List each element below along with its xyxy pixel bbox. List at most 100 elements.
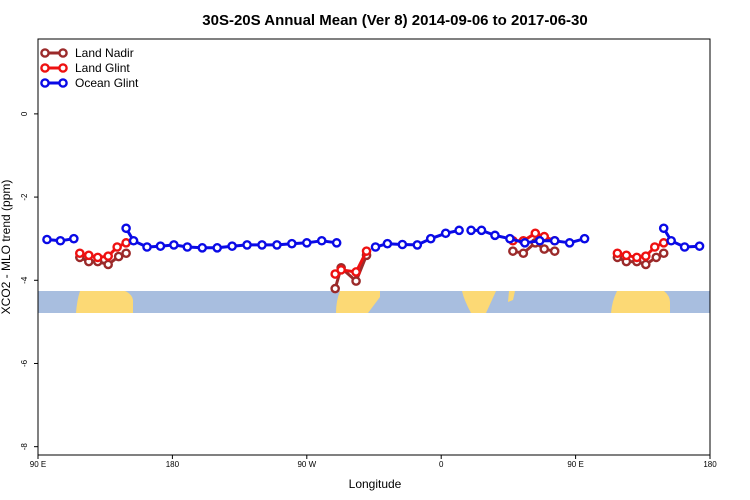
land-glint-point <box>121 238 131 248</box>
x-tick-label: 0 <box>439 460 444 469</box>
ocean-glint-point <box>155 241 166 251</box>
ocean-glint-point <box>182 242 193 252</box>
ocean-glint-point <box>382 238 393 249</box>
ocean-glint-point <box>476 225 487 236</box>
ocean-glint-point <box>397 239 408 250</box>
ocean-glint-point <box>490 230 500 241</box>
ocean-glint-point <box>142 242 152 252</box>
ocean-glint-point <box>549 235 560 246</box>
ocean-glint-point <box>227 241 237 251</box>
ocean-glint-point <box>466 225 476 236</box>
x-tick-label: 90 W <box>297 460 316 469</box>
ocean-glint-point <box>505 233 515 244</box>
ocean-glint-point <box>301 238 312 248</box>
ocean-glint-point <box>272 240 282 250</box>
africa-land <box>462 291 496 313</box>
y-tick-label: 0 <box>20 111 29 116</box>
ocean-glint-point <box>69 233 79 244</box>
ocean-glint-point <box>534 235 545 246</box>
land-nadir-point <box>549 246 560 256</box>
land-nadir-point <box>508 246 518 256</box>
land-nadir-point <box>651 252 662 263</box>
legend-label: Ocean Glint <box>75 76 139 90</box>
legend-swatch-marker <box>58 78 68 88</box>
land-nadir-point <box>113 251 124 262</box>
land-glint-point <box>361 246 372 256</box>
land-nadir-point <box>330 283 340 294</box>
ocean-glint-point <box>55 235 66 246</box>
ocean-glint-point <box>370 242 381 252</box>
legend-label: Land Glint <box>75 61 130 75</box>
land-glint-point <box>112 242 122 252</box>
ocean-glint-point <box>679 242 690 252</box>
y-axis-label: XCO2 - MLO trend (ppm) <box>0 180 13 315</box>
land-glint-point <box>75 248 85 259</box>
legend-swatch-marker <box>58 63 68 73</box>
plot-frame <box>37 38 711 456</box>
ocean-glint-point <box>42 234 52 245</box>
legend-swatch-marker <box>40 78 50 88</box>
y-tick-label: -6 <box>20 359 29 367</box>
legend-item-land-nadir: Land Nadir <box>40 46 134 60</box>
ocean-glint-point <box>579 233 590 244</box>
ocean-glint-point <box>287 238 297 249</box>
legend-swatch-marker <box>40 63 50 73</box>
ocean-glint-point <box>454 225 464 236</box>
land-glint-series <box>75 228 669 279</box>
legend-item-ocean-glint: Ocean Glint <box>40 76 139 90</box>
ocean-glint-point <box>694 241 705 251</box>
land-glint-point <box>658 238 669 248</box>
ocean-glint-line <box>124 227 337 250</box>
land-nadir-point <box>658 248 669 259</box>
land-glint-point <box>612 248 623 259</box>
ocean-glint-point <box>316 235 327 246</box>
land-glint-point <box>530 228 541 239</box>
land-nadir-point <box>121 248 131 259</box>
y-tick-label: -4 <box>20 276 29 284</box>
y-axis: 0 -2 -4 -6 -8 <box>20 111 38 450</box>
land-glint-point <box>632 252 642 263</box>
ocean-glint-point <box>169 240 179 250</box>
legend-swatch-marker <box>40 48 50 58</box>
x-axis-label: Longitude <box>349 477 402 491</box>
land-nadir-point <box>518 248 529 259</box>
ocean-glint-series <box>42 223 705 253</box>
x-tick-label: 180 <box>703 460 717 469</box>
x-tick-label: 90 E <box>567 460 583 469</box>
legend-item-land-glint: Land Glint <box>40 61 130 75</box>
legend-label: Land Nadir <box>75 46 134 60</box>
land-glint-point <box>351 267 361 277</box>
land-nadir-point <box>351 276 361 286</box>
y-tick-label: -8 <box>20 443 29 451</box>
ocean-glint-line <box>662 227 700 249</box>
chart-title: 30S-20S Annual Mean (Ver 8) 2014-09-06 t… <box>202 12 587 29</box>
land-nadir-point <box>640 259 651 270</box>
ocean-glint-point <box>212 243 222 253</box>
land-glint-point <box>649 242 660 252</box>
australia-land-right <box>611 291 670 313</box>
south-america-land <box>336 291 380 313</box>
series-layer <box>42 223 705 294</box>
land-nadir-point <box>103 259 113 270</box>
ocean-glint-point <box>331 238 342 248</box>
land-glint-point <box>336 265 346 275</box>
ocean-glint-point <box>666 235 676 246</box>
ocean-glint-point <box>425 233 436 244</box>
ocean-glint-point <box>440 228 451 239</box>
land-nadir-line <box>333 254 368 290</box>
land-glint-point <box>92 252 103 263</box>
continent-map-strip <box>38 291 710 313</box>
land-glint-point <box>640 251 651 261</box>
ocean-glint-point <box>412 240 423 250</box>
madagascar-land <box>508 291 515 302</box>
ocean-glint-point <box>564 238 575 248</box>
ocean-glint-point <box>242 240 252 250</box>
ocean-glint-point <box>128 235 139 246</box>
land-glint-point <box>103 251 113 261</box>
land-glint-point <box>621 250 632 261</box>
x-tick-label: 90 E <box>30 460 46 469</box>
land-nadir-point <box>539 244 550 254</box>
ocean-glint-point <box>197 243 208 253</box>
